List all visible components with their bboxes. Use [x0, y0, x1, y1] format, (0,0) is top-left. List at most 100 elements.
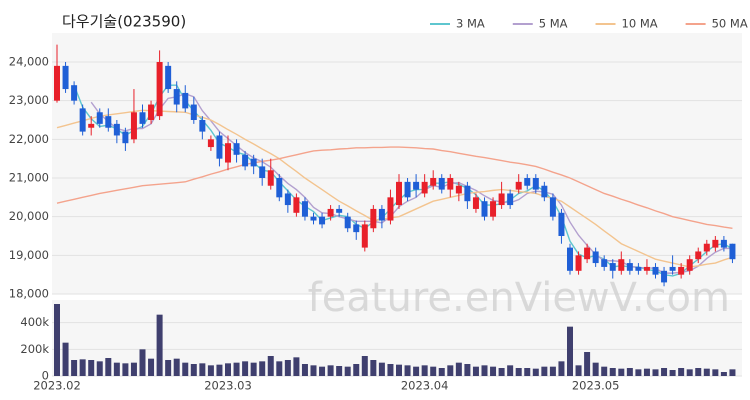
candle-body — [609, 263, 616, 271]
candle-body — [549, 197, 556, 217]
candle-body — [242, 154, 249, 167]
volume-bar — [199, 363, 206, 376]
candle-body — [464, 185, 471, 202]
volume-bar — [413, 366, 420, 376]
volume-bar — [310, 365, 317, 376]
candle-body — [498, 193, 505, 206]
volume-bar — [455, 362, 462, 376]
x-tick-label: 2023.04 — [401, 379, 449, 393]
candle-body — [207, 139, 214, 148]
candle-body — [430, 178, 437, 186]
candle-body — [413, 181, 420, 190]
y-tick-label: 400k — [20, 315, 49, 329]
candle-body — [225, 143, 231, 163]
volume-bar — [319, 366, 326, 376]
volume-bar — [156, 314, 163, 376]
volume-bar — [370, 360, 377, 376]
volume-bar — [79, 359, 86, 376]
candle-body — [387, 197, 394, 221]
candle-body — [661, 270, 668, 283]
candle-body — [199, 120, 206, 132]
volume-bar — [575, 365, 582, 376]
volume-bar — [498, 368, 505, 376]
candle-body — [720, 239, 727, 248]
volume-bar — [421, 365, 428, 376]
y-tick-label: 200k — [20, 342, 49, 356]
candle-body — [601, 259, 608, 267]
volume-bar — [216, 364, 223, 376]
volume-bar — [122, 363, 129, 376]
candle-body — [344, 216, 351, 229]
candle-body — [54, 65, 60, 101]
volume-bar — [490, 366, 497, 376]
candle-body — [88, 123, 95, 128]
watermark: feature.enViewV.com — [308, 275, 730, 321]
volume-bar — [661, 368, 668, 376]
candle-body — [336, 208, 343, 213]
candle-body — [130, 112, 137, 140]
chart-title: 다우기술(023590) — [62, 13, 186, 31]
candle-body — [524, 178, 531, 186]
candle-body — [729, 243, 736, 260]
candle-body — [626, 263, 633, 271]
candle-body — [712, 239, 719, 248]
candle-body — [652, 266, 659, 275]
volume-bar — [139, 349, 146, 376]
volume-bar — [62, 342, 69, 376]
candle-body — [327, 208, 334, 217]
candle-body — [541, 185, 548, 198]
volume-bar — [472, 366, 479, 376]
x-tick-label: 2023.03 — [204, 379, 252, 393]
volume-bar — [686, 369, 693, 376]
volume-bar — [532, 368, 539, 376]
volume-bar — [225, 363, 231, 376]
volume-bar — [515, 368, 522, 376]
volume-bar — [233, 362, 240, 376]
volume-bar — [712, 369, 719, 376]
volume-bar — [524, 368, 531, 376]
volume-bar — [250, 362, 257, 376]
volume-bar — [601, 366, 608, 376]
candle-body — [378, 208, 385, 221]
candle-body — [190, 104, 197, 120]
candle-body — [148, 104, 155, 120]
candle-body — [71, 85, 78, 101]
volume-bar — [720, 372, 727, 376]
volume-bar — [584, 352, 591, 376]
volume-bar — [361, 356, 368, 376]
volume-bar — [695, 368, 702, 376]
candle-body — [259, 166, 266, 178]
legend-label: 50 MA — [712, 17, 748, 31]
candle-body — [301, 201, 308, 217]
y-tick-label: 19,000 — [9, 248, 49, 262]
legend-label: 5 MA — [539, 17, 568, 31]
volume-bar — [190, 364, 197, 376]
volume-bar — [327, 365, 334, 376]
candle-body — [105, 116, 112, 128]
candle-body — [695, 251, 702, 260]
candle-body — [182, 92, 189, 109]
volume-bar — [387, 364, 394, 376]
candle-body — [635, 266, 642, 271]
volume-bar — [207, 365, 214, 376]
volume-bar — [182, 362, 189, 376]
x-tick-label: 2023.05 — [572, 379, 620, 393]
volume-bar — [703, 368, 710, 376]
candle-body — [669, 266, 676, 271]
candle-body — [113, 123, 120, 136]
candle-body — [678, 266, 685, 275]
volume-bar — [284, 360, 291, 376]
candle-body — [472, 197, 479, 209]
candle-body — [447, 178, 454, 190]
volume-bar — [635, 369, 642, 376]
volume-bar — [541, 366, 548, 376]
candle-body — [438, 178, 445, 190]
candle-body — [310, 216, 317, 221]
candle-body — [490, 201, 497, 217]
volume-bar — [447, 365, 454, 376]
candle-body — [284, 193, 291, 206]
candle-body — [216, 135, 223, 159]
volume-bar — [626, 368, 633, 376]
candle-body — [643, 266, 650, 271]
